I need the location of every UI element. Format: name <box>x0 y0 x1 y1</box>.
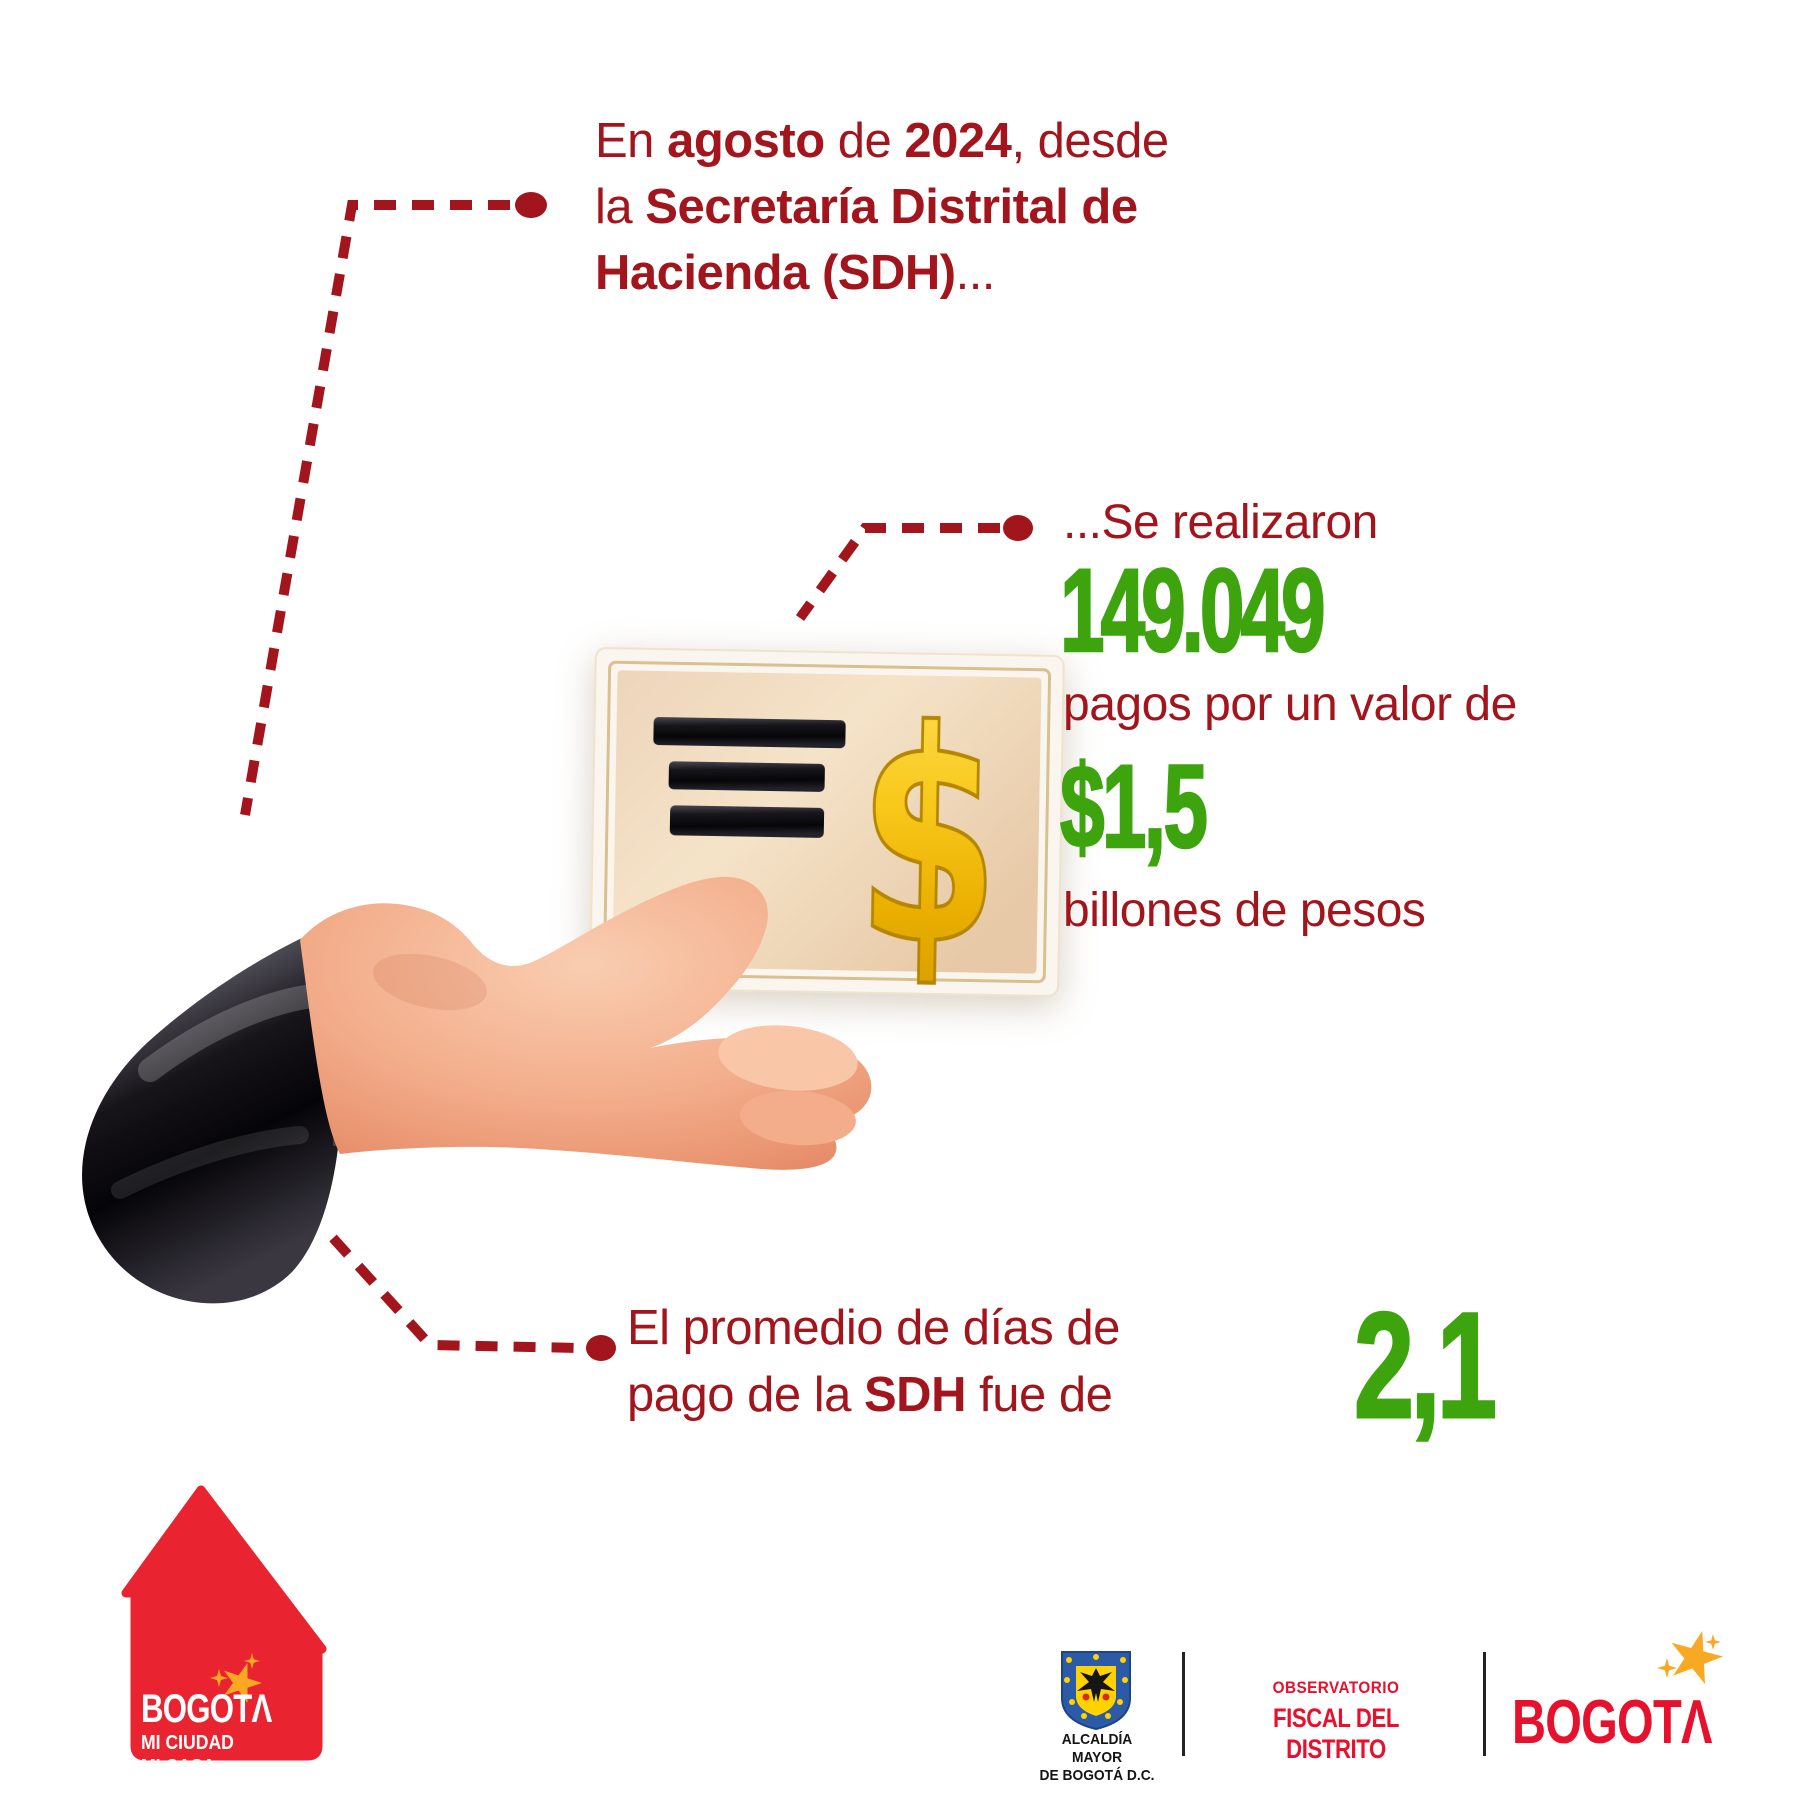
dollar-sign-icon: $ <box>853 667 1004 1012</box>
crest-caption-line1: ALCALDÍA MAYOR <box>1061 1731 1133 1766</box>
palm <box>300 876 872 1170</box>
bogota-wordmark-star-icon <box>1657 1630 1723 1685</box>
intro-line-3: Hacienda (SDH)... <box>595 240 1169 306</box>
hand-icon <box>82 876 872 1304</box>
average-value: 2,1 <box>1353 1281 1498 1449</box>
intro-text: En agosto de 2024, desde la Secretaría D… <box>595 108 1169 306</box>
footer-divider-left <box>1182 1652 1185 1756</box>
average-entity: SDH <box>864 1368 966 1422</box>
connector-top <box>240 192 547 816</box>
observatory-line2: FISCAL DEL DISTRITO <box>1273 1703 1399 1764</box>
house-logo-title: BOGOTΛ <box>141 1689 272 1729</box>
connector-bottom-dot <box>586 1335 616 1361</box>
intro-entity-short: Hacienda (SDH) <box>595 246 956 300</box>
sleeve <box>82 937 340 1304</box>
fingertip-bottom <box>740 1090 856 1146</box>
intro-line-1: En agosto de 2024, desde <box>595 108 1169 174</box>
payments-count: 149.049 <box>1059 545 1326 677</box>
house-logo-tagline1: MI CIUDAD <box>141 1732 234 1754</box>
intro-line-2: la Secretaría Distrital de <box>595 174 1169 240</box>
house-logo-text: BOGOTΛ MI CIUDAD MI CASA <box>141 1689 308 1777</box>
bogota-crest-icon <box>1061 1651 1131 1731</box>
house-logo-star-icon <box>210 1653 262 1703</box>
average-seg: fue de <box>965 1368 1113 1422</box>
payments-unit: billones de pesos <box>1063 884 1426 937</box>
intro-seg: la <box>595 180 646 234</box>
observatory-label: OBSERVATORIO FISCAL DEL DISTRITO <box>1196 1678 1476 1765</box>
average-line-2: pago de la SDH fue de <box>627 1362 1120 1429</box>
crest-caption: ALCALDÍA MAYOR DE BOGOTÁ D.C. <box>1037 1731 1157 1785</box>
fingertip-top <box>718 1025 858 1091</box>
intro-seg: En <box>595 114 668 168</box>
observatory-line1: OBSERVATORIO <box>1272 1678 1400 1697</box>
intro-year: 2024 <box>904 114 1012 168</box>
house-logo <box>121 1485 327 1761</box>
house-logo-name: BOGOT <box>141 1687 252 1731</box>
intro-seg: ... <box>955 246 996 300</box>
intro-seg: de <box>824 114 905 168</box>
crest-caption-line2: DE BOGOTÁ D.C. <box>1039 1767 1155 1784</box>
payments-lead: ...Se realizaron <box>1063 496 1378 549</box>
bogota-wordmark-caret: Λ <box>1680 1688 1712 1757</box>
intro-seg: , desde <box>1011 114 1169 168</box>
payments-amount: $1,5 <box>1059 741 1209 873</box>
connector-bottom <box>329 1234 616 1361</box>
card-text-lines-icon <box>653 717 846 838</box>
house-logo-tagline2: MI CASA <box>141 1756 216 1778</box>
intro-month: agosto <box>667 114 825 168</box>
average-line-1: El promedio de días de <box>627 1301 1120 1355</box>
bogota-wordmark-name: BOGOT <box>1512 1688 1682 1757</box>
average-seg: pago de la <box>627 1368 864 1422</box>
connector-middle <box>795 515 1033 621</box>
connector-middle-dot <box>1003 515 1033 541</box>
bogota-wordmark: BOGOTΛ <box>1512 1692 1712 1754</box>
average-text: El promedio de días de pago de la SDH fu… <box>627 1295 1120 1429</box>
payments-description: pagos por un valor de <box>1063 678 1517 731</box>
connector-top-dot <box>515 192 547 218</box>
intro-entity: Secretaría Distrital de <box>645 180 1138 234</box>
footer-divider-right <box>1483 1652 1486 1756</box>
house-logo-caret: Λ <box>251 1687 273 1731</box>
svg-text:$: $ <box>855 669 1003 1011</box>
